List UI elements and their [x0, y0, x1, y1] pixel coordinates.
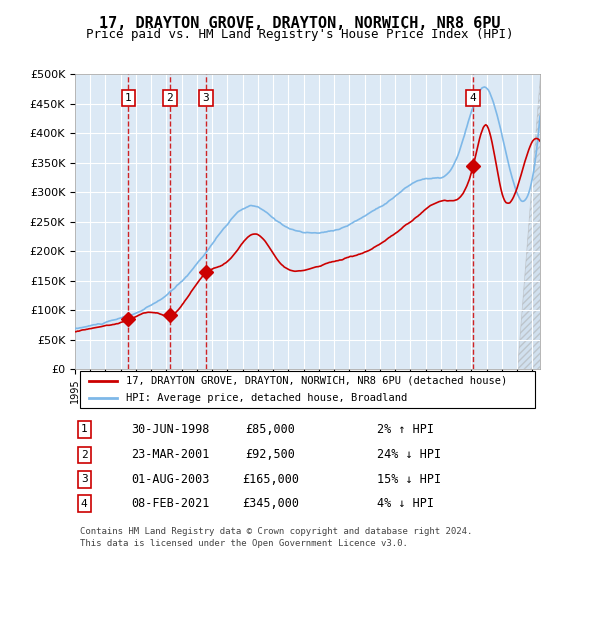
Text: 17, DRAYTON GROVE, DRAYTON, NORWICH, NR8 6PU: 17, DRAYTON GROVE, DRAYTON, NORWICH, NR8… [99, 16, 501, 30]
Text: 4% ↓ HPI: 4% ↓ HPI [377, 497, 434, 510]
Text: 17, DRAYTON GROVE, DRAYTON, NORWICH, NR8 6PU (detached house): 17, DRAYTON GROVE, DRAYTON, NORWICH, NR8… [126, 376, 508, 386]
Text: 4: 4 [470, 93, 476, 103]
Text: 2% ↑ HPI: 2% ↑ HPI [377, 423, 434, 436]
Text: £345,000: £345,000 [242, 497, 299, 510]
Text: 1: 1 [125, 93, 132, 103]
Text: 1: 1 [81, 425, 88, 435]
Text: £92,500: £92,500 [245, 448, 295, 461]
Text: 24% ↓ HPI: 24% ↓ HPI [377, 448, 442, 461]
Polygon shape [517, 74, 540, 369]
Text: 2: 2 [81, 450, 88, 460]
Text: 08-FEB-2021: 08-FEB-2021 [131, 497, 209, 510]
Text: 3: 3 [81, 474, 88, 484]
Text: Contains HM Land Registry data © Crown copyright and database right 2024.
This d: Contains HM Land Registry data © Crown c… [80, 527, 472, 548]
Text: 3: 3 [202, 93, 209, 103]
Text: Price paid vs. HM Land Registry's House Price Index (HPI): Price paid vs. HM Land Registry's House … [86, 28, 514, 41]
Text: 23-MAR-2001: 23-MAR-2001 [131, 448, 209, 461]
Text: HPI: Average price, detached house, Broadland: HPI: Average price, detached house, Broa… [126, 393, 407, 403]
Text: 15% ↓ HPI: 15% ↓ HPI [377, 473, 442, 486]
Text: £165,000: £165,000 [242, 473, 299, 486]
Text: 2: 2 [167, 93, 173, 103]
FancyBboxPatch shape [80, 371, 535, 409]
Text: 30-JUN-1998: 30-JUN-1998 [131, 423, 209, 436]
Text: 4: 4 [81, 498, 88, 508]
Text: 01-AUG-2003: 01-AUG-2003 [131, 473, 209, 486]
Text: £85,000: £85,000 [245, 423, 295, 436]
